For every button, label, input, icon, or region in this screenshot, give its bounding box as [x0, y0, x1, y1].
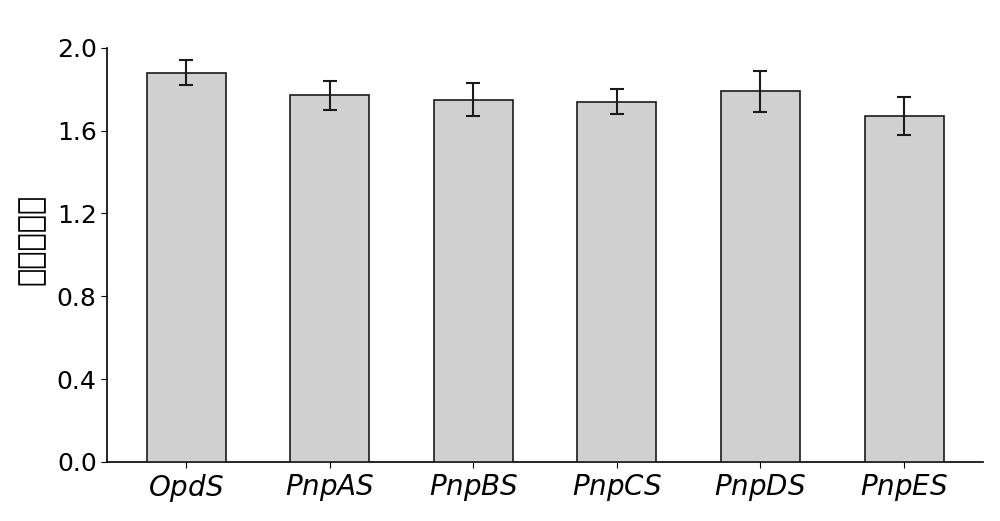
Bar — [721, 91, 800, 462]
Bar — [290, 95, 369, 462]
Bar — [577, 102, 656, 462]
Bar — [147, 72, 226, 462]
Y-axis label: 相对表达量: 相对表达量 — [17, 194, 46, 285]
Bar — [865, 116, 944, 462]
Bar — [434, 100, 513, 462]
